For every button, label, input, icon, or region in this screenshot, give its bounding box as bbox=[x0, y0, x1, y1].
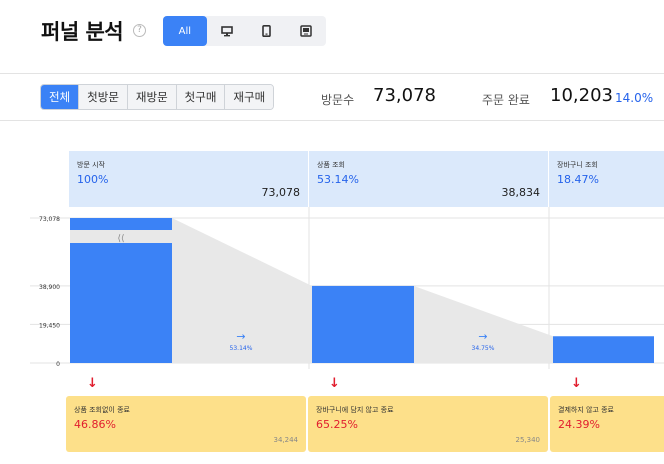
drop-arrow-icon: ↓ bbox=[571, 376, 582, 391]
y-tick-label: 73,078 bbox=[39, 216, 60, 223]
device-tablet-button[interactable] bbox=[286, 16, 326, 46]
funnel-chart: 73,078 38,900 19,450 0 ⟨⟨ → 53.14% → 34.75% bbox=[30, 207, 664, 369]
dropoff-pct: 65.25% bbox=[316, 418, 358, 431]
drop-arrow-icon: ↓ bbox=[87, 376, 98, 391]
device-desktop-button[interactable] bbox=[207, 16, 247, 46]
dropoff-pct: 24.39% bbox=[558, 418, 600, 431]
page-title: 퍼널 분석 bbox=[41, 20, 124, 44]
filter-bar: 전체 첫방문 재방문 첫구매 재구매 방문수 73,078 주문 완료 10,2… bbox=[0, 73, 664, 121]
visitors-value: 73,078 bbox=[373, 85, 436, 106]
funnel-bar bbox=[312, 285, 414, 363]
axis-break bbox=[70, 230, 172, 243]
y-tick-label: 0 bbox=[56, 361, 60, 368]
y-tick-label: 38,900 bbox=[39, 284, 60, 291]
tablet-icon bbox=[300, 25, 312, 37]
dropoff-name: 장바구니에 담지 않고 종료 bbox=[316, 406, 394, 414]
stage-header-product-view: 상품 조회 53.14% 38,834 bbox=[309, 151, 549, 207]
segment-tabs: 전체 첫방문 재방문 첫구매 재구매 bbox=[40, 84, 275, 110]
funnel-bar bbox=[553, 336, 654, 363]
dropoff-name: 상품 조회없이 종료 bbox=[74, 406, 130, 414]
device-mobile-button[interactable] bbox=[246, 16, 286, 46]
segment-repurchase[interactable]: 재구매 bbox=[225, 85, 274, 109]
stage-header-visit-start: 방문 시작 100% 73,078 bbox=[69, 151, 309, 207]
stage-name: 방문 시작 bbox=[77, 161, 105, 169]
orders-label: 주문 완료 bbox=[482, 93, 530, 107]
desktop-icon bbox=[220, 25, 233, 36]
stage-pct: 53.14% bbox=[317, 173, 359, 186]
conversion-rate: 53.14% bbox=[230, 345, 253, 352]
drop-arrow-icon: ↓ bbox=[329, 376, 340, 391]
dropoff-pct: 46.86% bbox=[74, 418, 116, 431]
conversion-arrow-icon: → bbox=[236, 330, 245, 343]
stage-count: 38,834 bbox=[501, 186, 541, 199]
segment-all[interactable]: 전체 bbox=[41, 85, 80, 109]
device-all-button[interactable]: All bbox=[163, 16, 207, 46]
dropoff-count: 25,340 bbox=[515, 436, 541, 444]
dropoff-card-1: 상품 조회없이 종료 46.86% 34,244 bbox=[66, 396, 306, 452]
dropoff-card-2: 장바구니에 담지 않고 종료 65.25% 25,340 bbox=[308, 396, 548, 452]
mobile-icon bbox=[262, 25, 271, 37]
dropoff-name: 결제하지 않고 종료 bbox=[558, 406, 614, 414]
orders-value: 10,203 bbox=[550, 85, 613, 106]
stage-count: 73,078 bbox=[261, 186, 301, 199]
conversion-rate: 34.75% bbox=[472, 345, 495, 352]
segment-first-purchase[interactable]: 첫구매 bbox=[176, 85, 226, 109]
stage-name: 상품 조회 bbox=[317, 161, 345, 169]
segment-revisit[interactable]: 재방문 bbox=[127, 85, 177, 109]
orders-pct: 14.0% bbox=[615, 91, 654, 105]
device-filter: All bbox=[163, 16, 326, 46]
y-tick-label: 19,450 bbox=[39, 322, 60, 329]
dropoff-card-3: 결제하지 않고 종료 24.39% bbox=[550, 396, 664, 452]
visitors-label: 방문수 bbox=[321, 93, 355, 107]
funnel-connector bbox=[172, 218, 312, 363]
conversion-arrow-icon: → bbox=[478, 330, 487, 343]
segment-first-visit[interactable]: 첫방문 bbox=[79, 85, 128, 109]
axis-break-icon: ⟨⟨ bbox=[117, 234, 124, 244]
stage-name: 장바구니 조회 bbox=[557, 161, 598, 169]
stage-header-cart-view: 장바구니 조회 18.47% bbox=[549, 151, 664, 207]
stage-pct: 100% bbox=[77, 173, 109, 186]
question-circle-icon[interactable]: ? bbox=[133, 24, 146, 37]
stage-pct: 18.47% bbox=[557, 173, 599, 186]
dropoff-count: 34,244 bbox=[273, 436, 299, 444]
funnel-connector bbox=[414, 285, 553, 363]
